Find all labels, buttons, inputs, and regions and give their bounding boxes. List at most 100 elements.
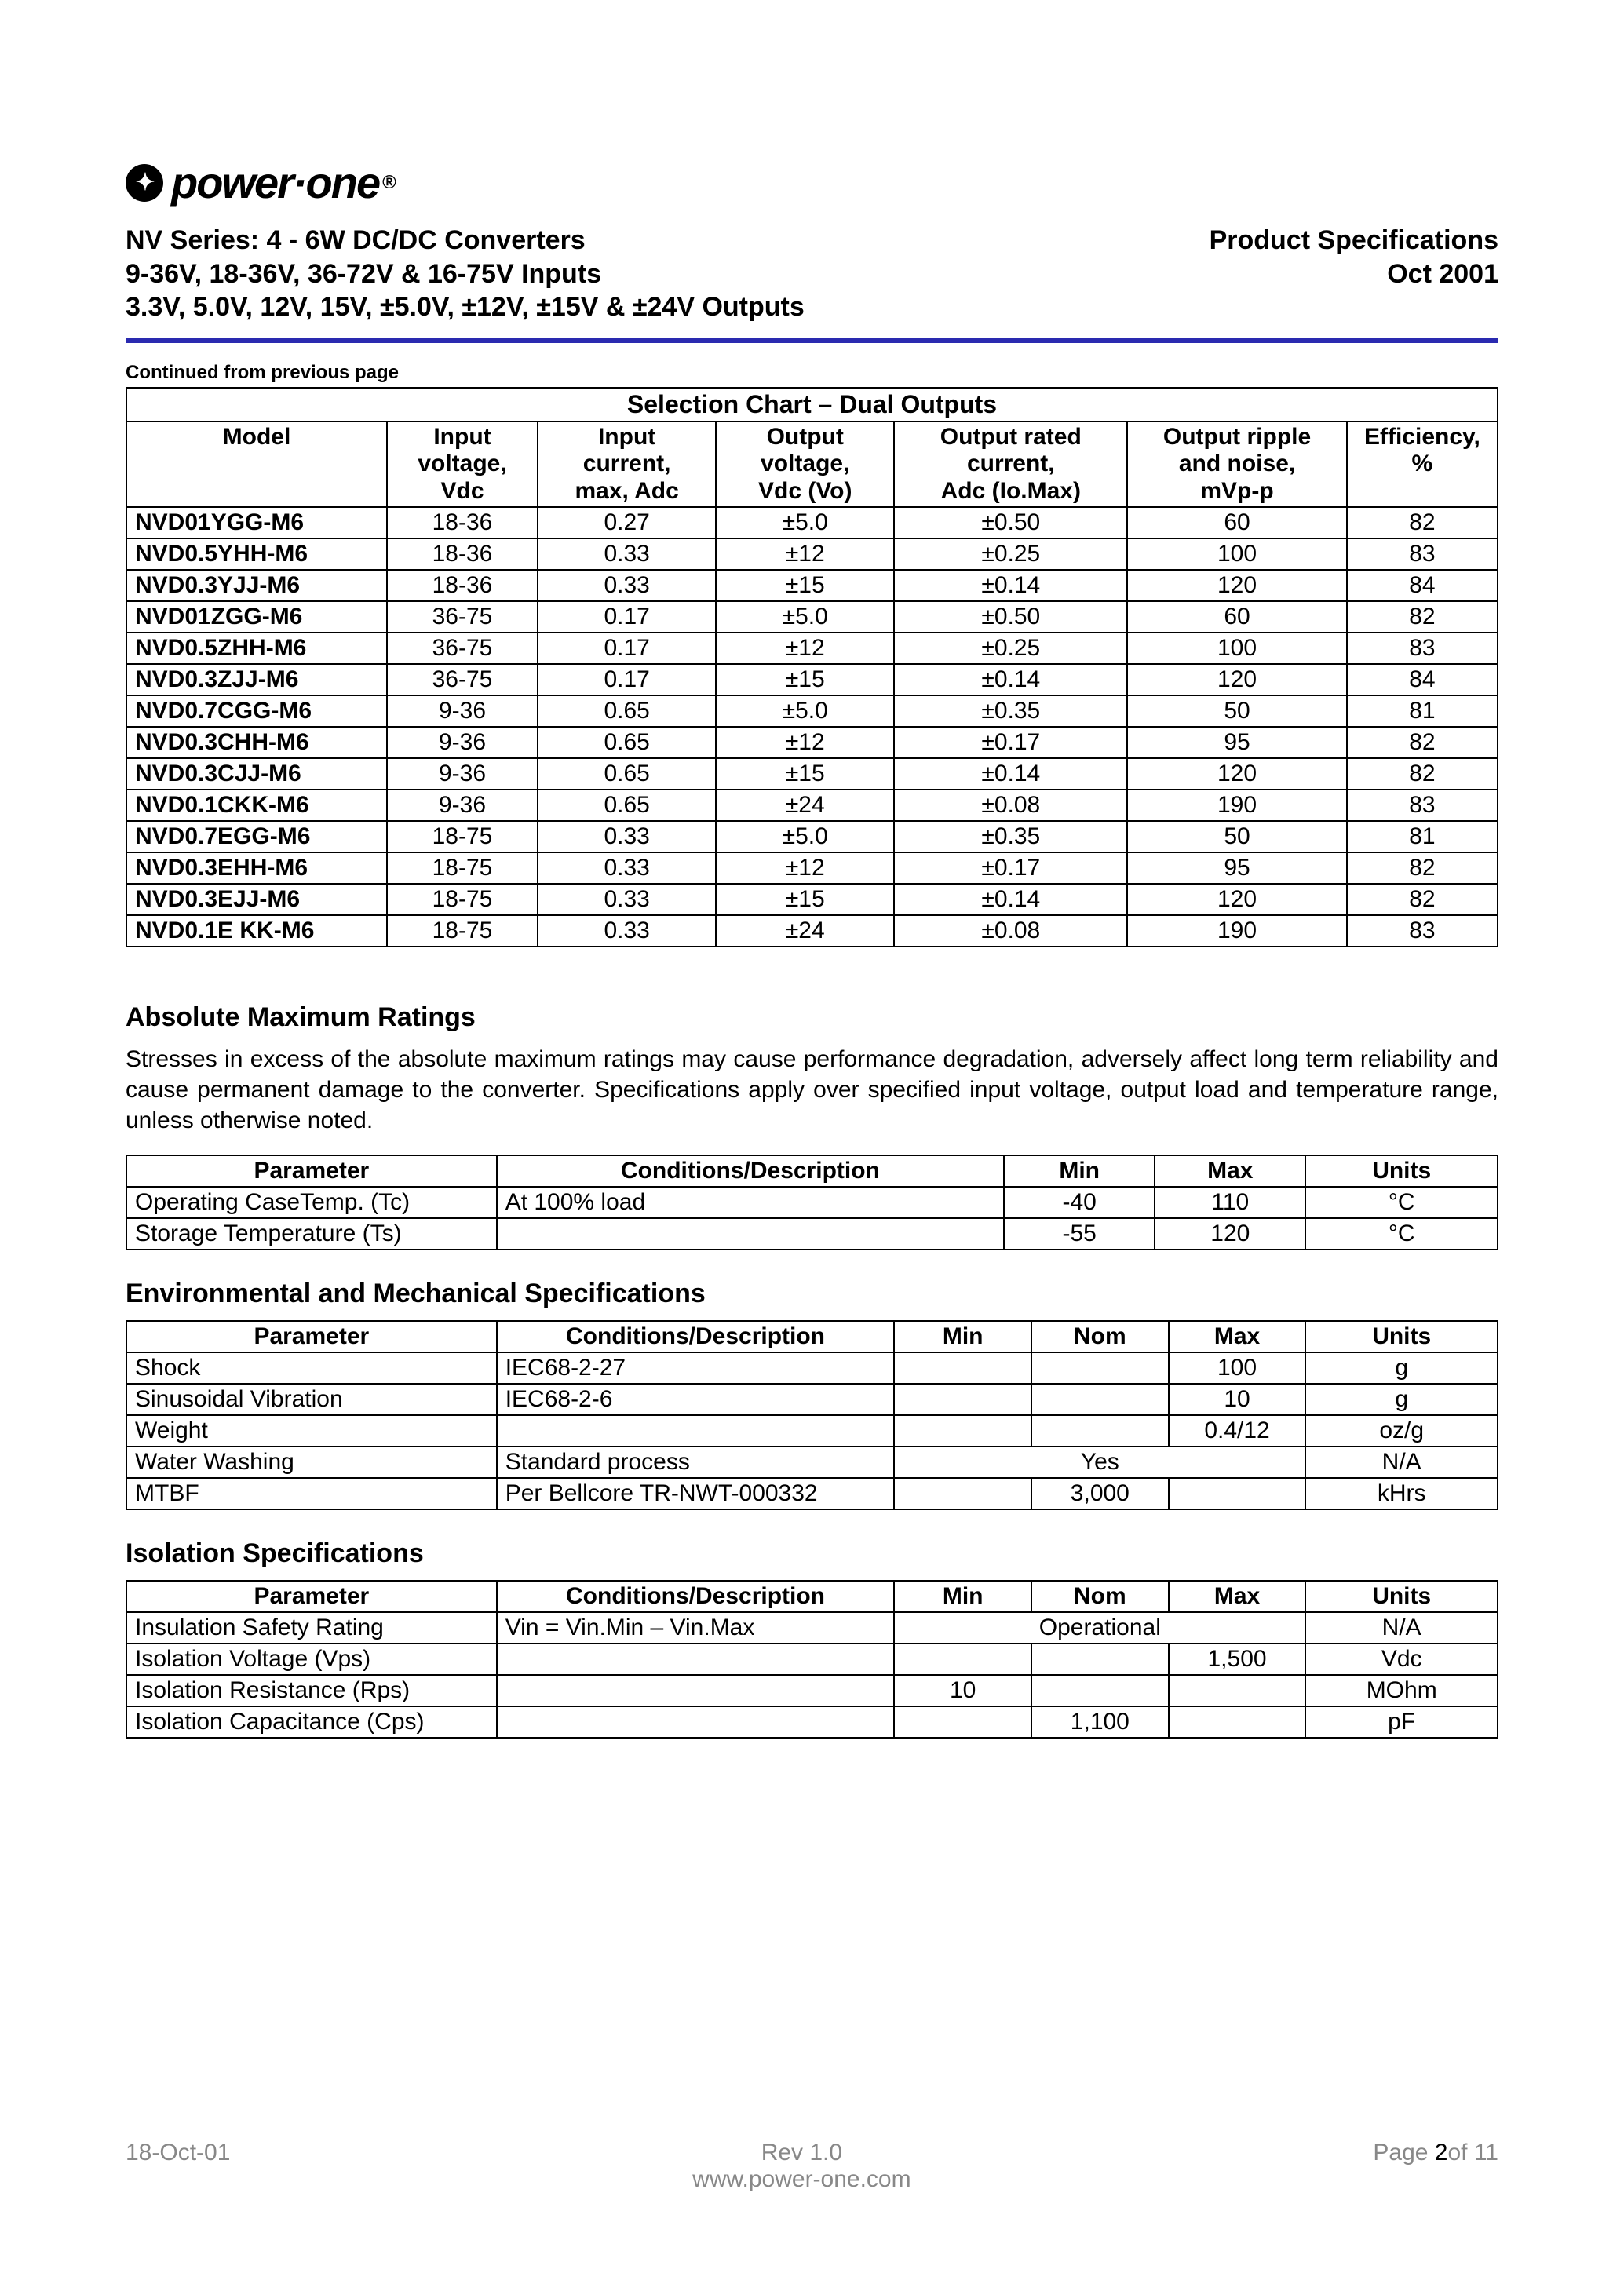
footer-page-prefix: Page [1373,2140,1434,2165]
footer-page-suffix: of 11 [1447,2140,1498,2165]
table-cell [1031,1644,1169,1675]
table-row: Water WashingStandard processYesN/A [126,1447,1498,1478]
table-row: NVD0.3ZJJ-M636-750.17±15±0.1412084 [126,664,1498,695]
table-cell: ±0.08 [894,790,1127,821]
table-col-header: Max [1169,1581,1306,1612]
table-cell [1169,1478,1306,1509]
selection-chart-table: Selection Chart – Dual Outputs ModelInpu… [126,387,1498,948]
table-row: NVD0.3CJJ-M69-360.65±15±0.1412082 [126,758,1498,790]
table-cell [894,1415,1031,1447]
table-cell: 110 [1155,1187,1305,1218]
table-cell: ±24 [716,790,894,821]
table-cell: 0.33 [538,821,716,852]
table-cell: Isolation Capacitance (Cps) [126,1706,497,1738]
header-divider [126,338,1498,343]
table-cell: N/A [1305,1447,1498,1478]
table-cell: NVD0.1CKK-M6 [126,790,387,821]
table-cell: 0.33 [538,852,716,884]
table-cell [894,1352,1031,1384]
table-cell: oz/g [1305,1415,1498,1447]
table-cell: 83 [1347,915,1498,947]
abs-table: ParameterConditions/DescriptionMinMaxUni… [126,1155,1498,1250]
table-cell: Vdc [1305,1644,1498,1675]
table-cell: ±12 [716,633,894,664]
table-cell: Per Bellcore TR-NWT-000332 [497,1478,895,1509]
table-col-header: Units [1305,1581,1498,1612]
table-row: NVD0.3CHH-M69-360.65±12±0.179582 [126,727,1498,758]
table-cell: NVD0.3EHH-M6 [126,852,387,884]
table-cell: NVD0.3YJJ-M6 [126,570,387,601]
table-row: Isolation Capacitance (Cps)1,100pF [126,1706,1498,1738]
table-cell: Operating CaseTemp. (Tc) [126,1187,497,1218]
table-cell: 50 [1127,821,1347,852]
table-cell: 60 [1127,507,1347,538]
table-cell [1031,1675,1169,1706]
table-col-header: Nom [1031,1321,1169,1352]
table-cell: ±15 [716,570,894,601]
table-cell: 18-36 [387,570,538,601]
table-cell: ±12 [716,538,894,570]
table-cell: 120 [1127,664,1347,695]
table-cell: ±15 [716,884,894,915]
logo: ✦ power·one ® [126,157,395,208]
table-cell: 0.65 [538,758,716,790]
table-cell: 60 [1127,601,1347,633]
table-cell: 18-75 [387,821,538,852]
table-cell: 0.33 [538,884,716,915]
table-cell: ±12 [716,727,894,758]
selection-col-header: Efficiency,% [1347,421,1498,508]
table-cell: 36-75 [387,601,538,633]
table-row: NVD01ZGG-M636-750.17±5.0±0.506082 [126,601,1498,633]
table-cell: 0.17 [538,601,716,633]
table-cell: ±0.35 [894,821,1127,852]
footer-center: Rev 1.0 www.power-one.com [692,2140,911,2193]
table-cell: g [1305,1352,1498,1384]
table-cell: 18-75 [387,852,538,884]
table-cell: 3,000 [1031,1478,1169,1509]
table-cell: -40 [1004,1187,1155,1218]
table-col-header: Max [1155,1155,1305,1187]
table-cell: 190 [1127,915,1347,947]
table-col-header: Units [1305,1321,1498,1352]
table-cell: 0.17 [538,633,716,664]
table-cell: ±0.14 [894,664,1127,695]
table-cell: 82 [1347,758,1498,790]
table-cell: NVD0.1E KK-M6 [126,915,387,947]
table-row: Insulation Safety RatingVin = Vin.Min – … [126,1612,1498,1644]
table-cell: ±0.08 [894,915,1127,947]
table-cell: NVD0.3CJJ-M6 [126,758,387,790]
table-cell: 82 [1347,727,1498,758]
table-cell [894,1706,1031,1738]
table-cell: 9-36 [387,790,538,821]
header-line-3: 3.3V, 5.0V, 12V, 15V, ±5.0V, ±12V, ±15V … [126,290,805,324]
table-cell [1169,1706,1306,1738]
table-cell: NVD0.5YHH-M6 [126,538,387,570]
table-cell: 84 [1347,664,1498,695]
table-cell [497,1218,1004,1250]
table-col-header: Conditions/Description [497,1581,895,1612]
table-cell: 18-36 [387,507,538,538]
table-row: Sinusoidal VibrationIEC68-2-610g [126,1384,1498,1415]
table-cell: 120 [1155,1218,1305,1250]
env-table: ParameterConditions/DescriptionMinNomMax… [126,1320,1498,1510]
table-cell: At 100% load [497,1187,1004,1218]
table-cell: 120 [1127,884,1347,915]
table-cell: 82 [1347,507,1498,538]
selection-col-header: Output rippleand noise,mVp-p [1127,421,1347,508]
table-cell: 95 [1127,852,1347,884]
table-cell: ±0.50 [894,507,1127,538]
table-cell: 9-36 [387,758,538,790]
table-cell: 0.65 [538,790,716,821]
table-cell: 0.33 [538,915,716,947]
table-cell: ±0.14 [894,758,1127,790]
table-cell: °C [1305,1218,1498,1250]
table-cell: Storage Temperature (Ts) [126,1218,497,1250]
table-cell: Weight [126,1415,497,1447]
table-cell: NVD01YGG-M6 [126,507,387,538]
table-cell: ±0.50 [894,601,1127,633]
abs-text: Stresses in excess of the absolute maxim… [126,1044,1498,1136]
table-cell: IEC68-2-27 [497,1352,895,1384]
table-col-header: Parameter [126,1321,497,1352]
table-cell: ±24 [716,915,894,947]
table-row: NVD0.1CKK-M69-360.65±24±0.0819083 [126,790,1498,821]
